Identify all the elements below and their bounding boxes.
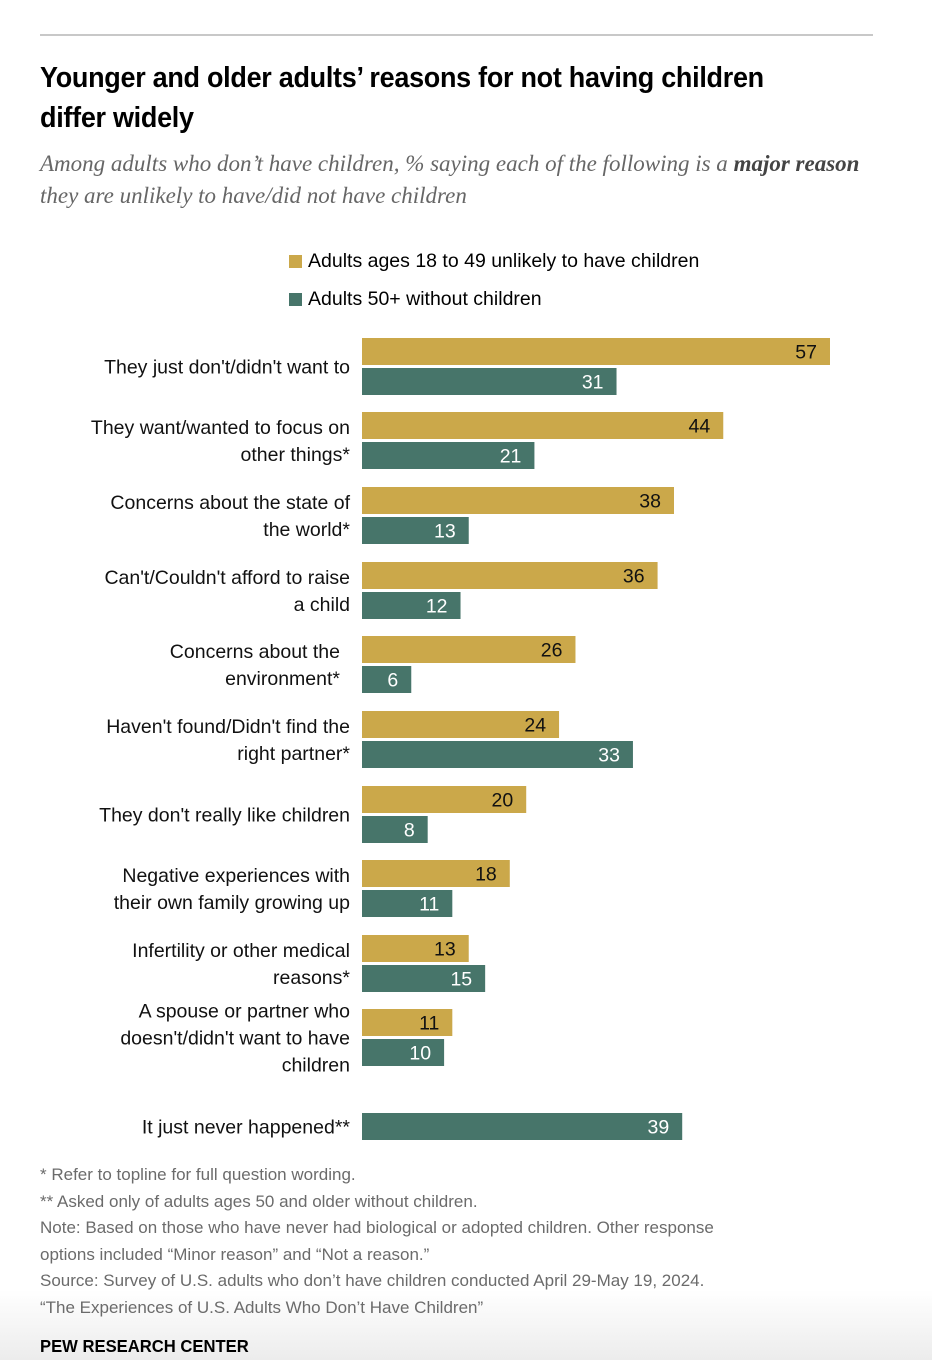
bar-value-label: 26 xyxy=(541,640,563,662)
category-label: children xyxy=(282,1055,350,1077)
bar-value-label: 13 xyxy=(434,939,456,961)
bar-older xyxy=(362,1113,683,1140)
bar-younger xyxy=(362,860,510,887)
bar-younger xyxy=(362,786,527,813)
category-label: reasons* xyxy=(273,967,350,989)
footnotes: * Refer to topline for full question wor… xyxy=(40,1162,900,1321)
chart-title: Younger and older adults’ reasons for no… xyxy=(40,62,764,134)
source-line: Source: Survey of U.S. adults who don’t … xyxy=(40,1271,705,1290)
category-label: a child xyxy=(294,594,350,616)
category-label: their own family growing up xyxy=(114,892,350,914)
footnote-line: ** Asked only of adults ages 50 and olde… xyxy=(40,1191,478,1211)
category-label: A spouse or partner who xyxy=(139,1001,351,1023)
category-label: Concerns about the state of xyxy=(110,492,350,514)
source-line: “The Experiences of U.S. Adults Who Don’… xyxy=(40,1297,484,1317)
category-label: Infertility or other medical xyxy=(132,940,350,962)
bar-value-label: 15 xyxy=(450,969,472,991)
bar-older xyxy=(362,666,412,693)
bar-younger xyxy=(362,412,724,439)
legend-item-older: Adults 50+ without children xyxy=(289,280,699,318)
bar-value-label: 57 xyxy=(795,342,817,364)
bar-value-label: 31 xyxy=(582,372,604,394)
bar-value-label: 13 xyxy=(434,521,456,543)
category-group: 13 15 Infertility or other medical reasons* xyxy=(132,935,486,992)
category-group: 36 12 Can't/Couldn't afford to raise a chil… xyxy=(104,562,658,619)
legend: Adults ages 18 to 49 unlikely to have ch… xyxy=(289,242,699,318)
bar-younger xyxy=(362,711,560,738)
bar-older xyxy=(362,517,469,544)
bar-value-label: 39 xyxy=(648,1117,670,1139)
legend-label-younger: Adults ages 18 to 49 unlikely to have ch… xyxy=(308,249,700,272)
subtitle-text: Among adults who don’t have children, % … xyxy=(40,151,734,176)
bar-value-label: 36 xyxy=(623,566,645,588)
bar-older xyxy=(362,442,535,469)
category-label: It just never happened** xyxy=(142,1117,351,1139)
bar-older xyxy=(362,368,617,395)
bar-value-label: 21 xyxy=(500,446,522,468)
category-label: They want/wanted to focus on xyxy=(91,417,350,439)
bar-value-label: 11 xyxy=(419,1013,439,1035)
bar-value-label: 11 xyxy=(419,894,439,916)
category-group: 44 21 They want/wanted to focus on other th… xyxy=(91,412,724,469)
bar-value-label: 10 xyxy=(409,1043,431,1065)
bar-younger xyxy=(362,636,576,663)
bar-younger xyxy=(362,1009,453,1036)
bar-value-label: 6 xyxy=(387,670,398,692)
category-group: 39 It just never happened** xyxy=(142,1113,683,1140)
bar-value-label: 24 xyxy=(524,715,546,737)
bar-younger xyxy=(362,935,469,962)
category-label: They don't really like children xyxy=(99,805,350,827)
bar-older xyxy=(362,1039,445,1066)
category-group: 57 31 They just don't/didn't want to xyxy=(104,338,830,395)
category-label: right partner* xyxy=(237,743,350,765)
bar-older xyxy=(362,592,461,619)
bar-value-label: 20 xyxy=(492,790,514,812)
legend-swatch-younger xyxy=(289,254,302,268)
bar-older xyxy=(362,816,428,843)
bar-value-label: 44 xyxy=(689,416,711,438)
legend-label-older: Adults 50+ without children xyxy=(308,287,542,310)
category-group: 24 33 Haven't found/Didn't find the right p… xyxy=(106,711,633,768)
bar-value-label: 18 xyxy=(475,864,497,886)
legend-swatch-older xyxy=(289,292,302,306)
bar-older xyxy=(362,965,486,992)
legend-item-younger: Adults ages 18 to 49 unlikely to have ch… xyxy=(289,242,699,280)
brand-logo-text: PEW RESEARCH CENTER xyxy=(40,1336,249,1356)
category-label: They just don't/didn't want to xyxy=(104,357,350,379)
subtitle-text-end: they are unlikely to have/did not have c… xyxy=(40,183,467,208)
bar-younger xyxy=(362,338,830,365)
bar-value-label: 33 xyxy=(598,745,620,767)
category-label: Can't/Couldn't afford to raise xyxy=(104,567,350,589)
note-line: Note: Based on those who have never had … xyxy=(40,1218,714,1237)
category-group: 18 11 Negative experiences with their own f… xyxy=(114,860,510,917)
bar-value-label: 38 xyxy=(639,491,661,513)
category-group: 38 13 Concerns about the state of the world… xyxy=(110,487,674,544)
category-label: Negative experiences with xyxy=(122,865,350,887)
chart-subtitle: Among adults who don’t have children, % … xyxy=(40,148,900,212)
category-label: doesn't/didn't want to have xyxy=(120,1028,350,1050)
bar-value-label: 8 xyxy=(404,820,415,842)
note-line: options included “Minor reason” and “Not… xyxy=(40,1244,430,1264)
category-label: Haven't found/Didn't find the xyxy=(106,716,350,738)
top-rule xyxy=(40,34,873,36)
bar-chart: 57 31 They just don't/didn't want to 44 21 Th… xyxy=(91,338,830,1140)
bar-older xyxy=(362,890,453,917)
footnote-line: * Refer to topline for full question wor… xyxy=(40,1165,356,1184)
category-group: 20 8 They don't really like children xyxy=(99,786,527,843)
bar-older xyxy=(362,741,633,768)
category-group: 26 6 Concerns about the environment* xyxy=(170,636,576,693)
category-label: environment* xyxy=(225,668,340,690)
bar-value-label: 12 xyxy=(426,596,448,618)
category-label: other things* xyxy=(241,444,351,466)
subtitle-emphasis: major reason xyxy=(733,151,860,176)
category-group: 11 10 A spouse or partner who doesn't/didn'… xyxy=(120,1001,453,1077)
bar-younger xyxy=(362,487,674,514)
bar-younger xyxy=(362,562,658,589)
category-label: Concerns about the xyxy=(170,641,340,663)
category-label: the world* xyxy=(263,519,350,541)
